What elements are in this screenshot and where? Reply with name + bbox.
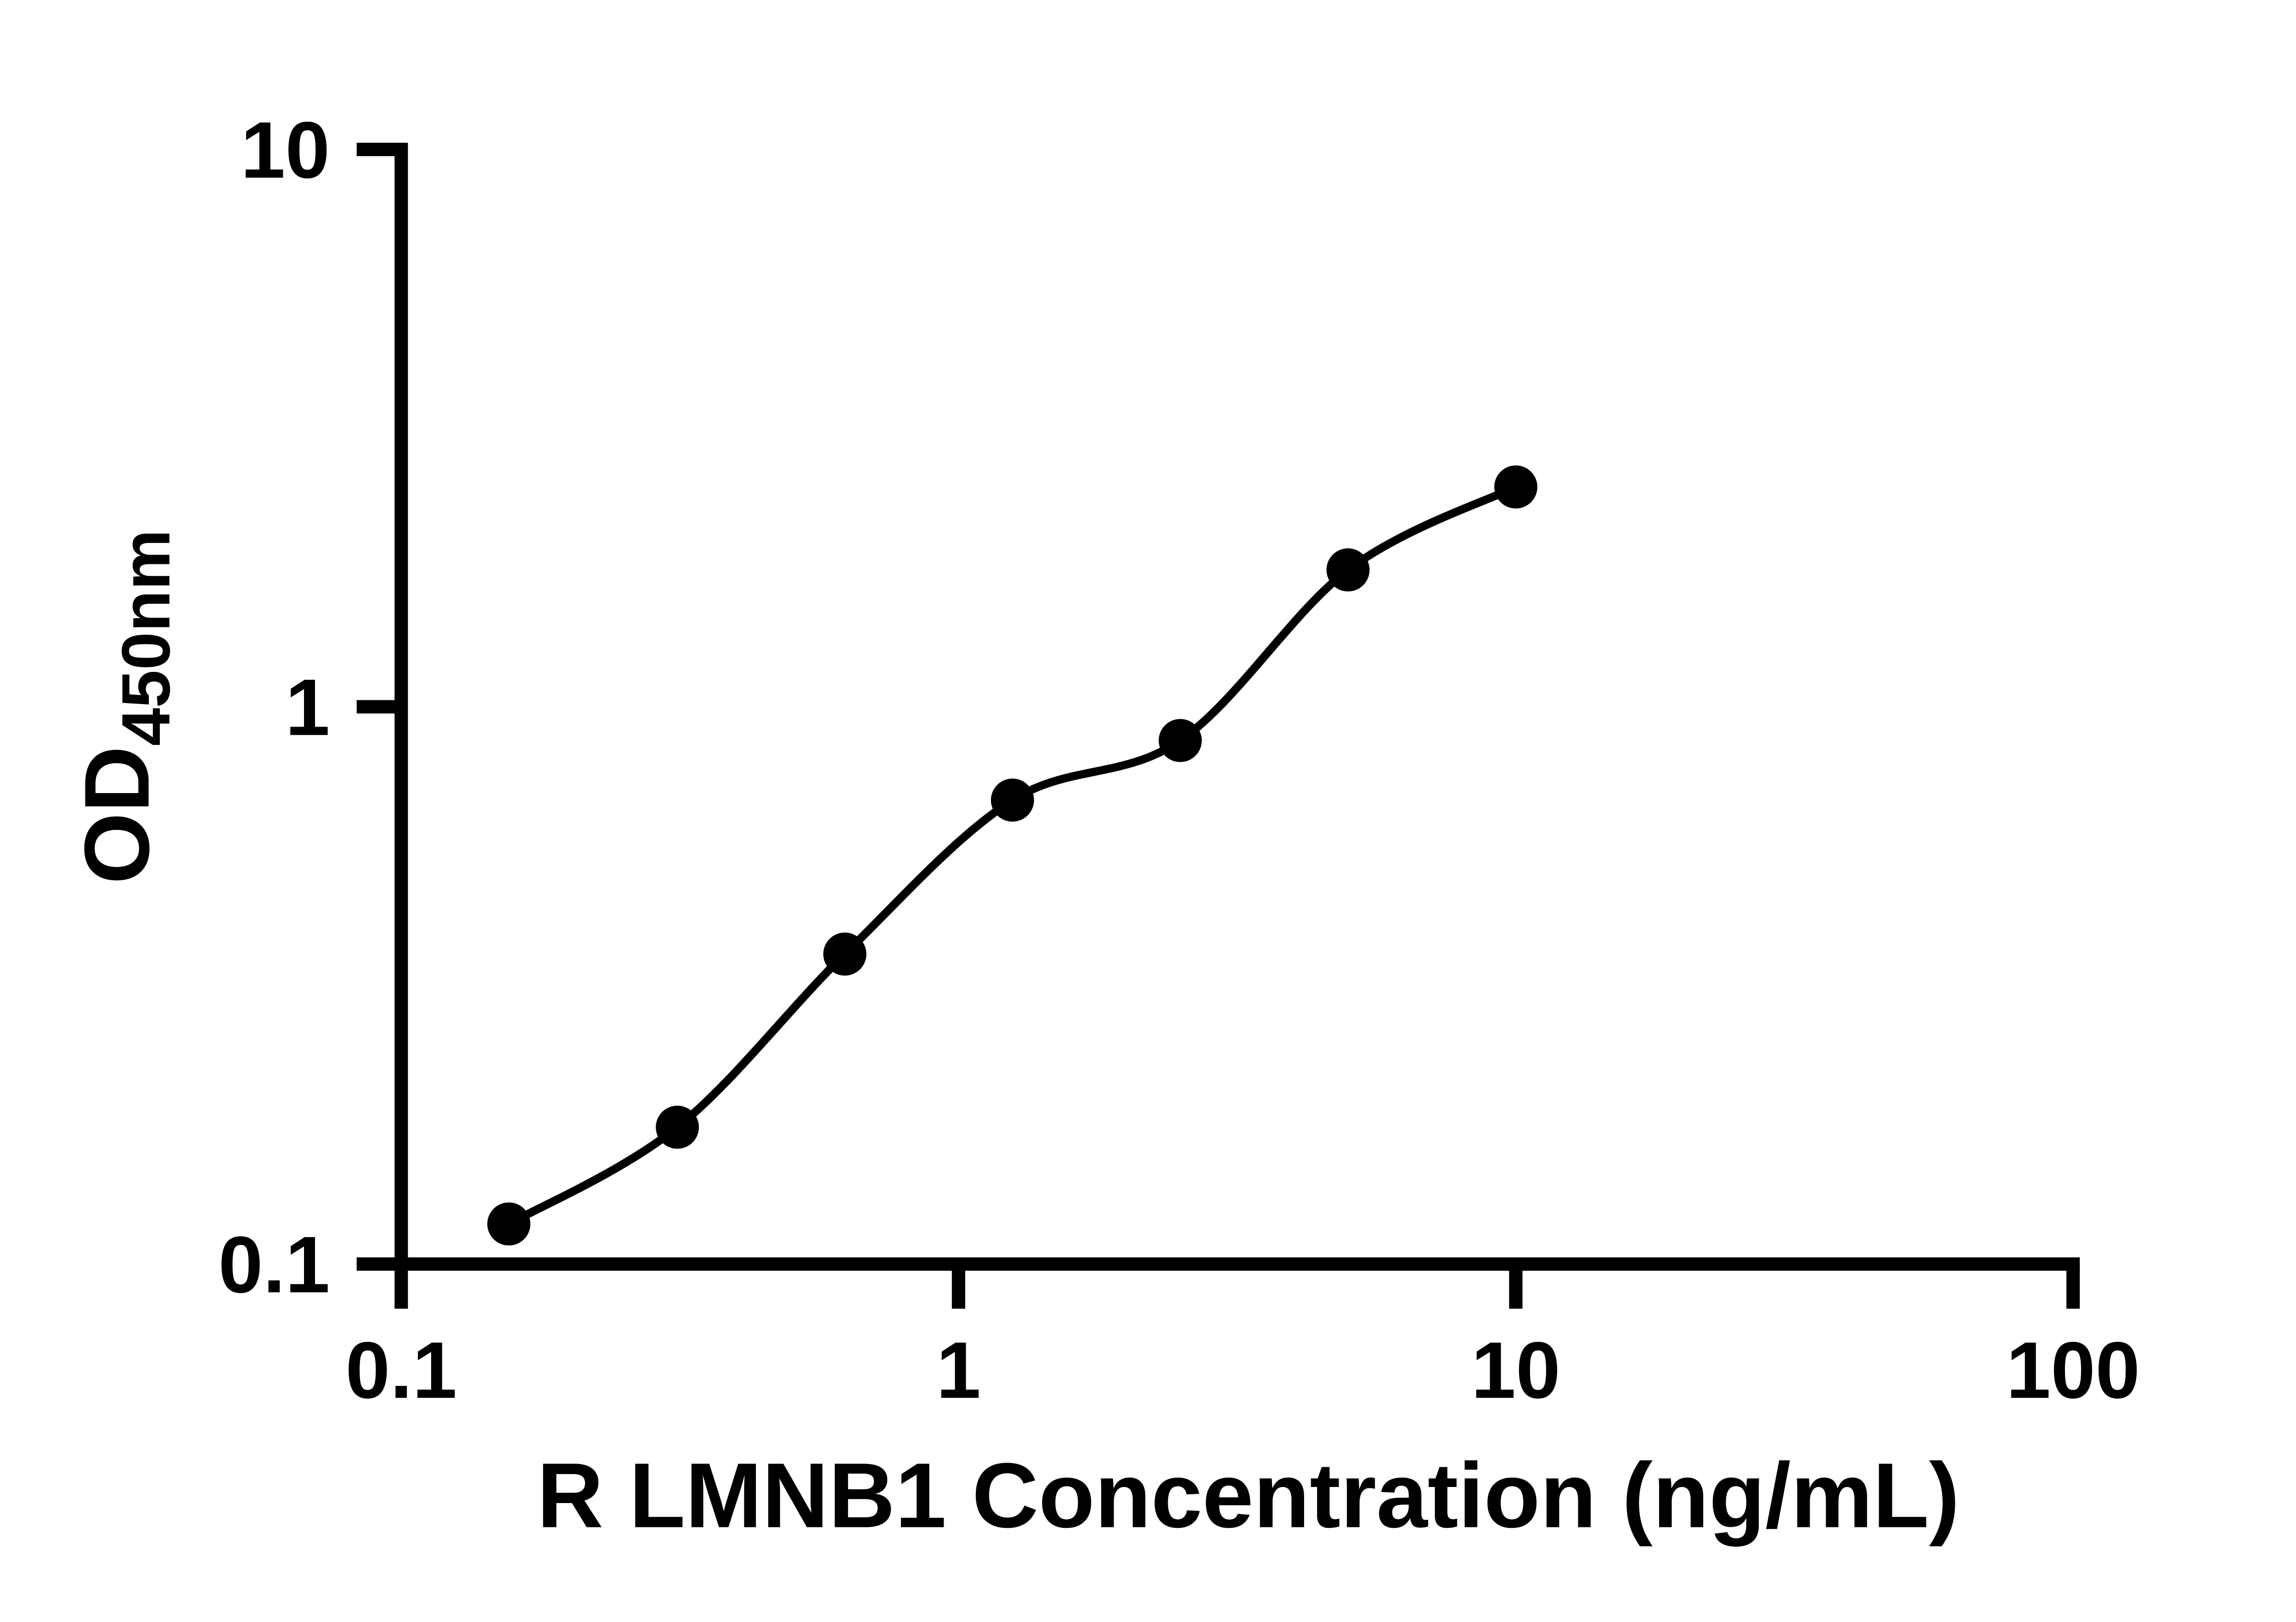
curve-group	[506, 483, 1518, 1228]
y-tick-label: 1	[285, 663, 330, 753]
ticks-group	[356, 143, 2080, 1309]
x-tick-label: 1	[936, 1326, 981, 1415]
data-point	[1494, 465, 1537, 509]
y-tick-label: 10	[241, 106, 330, 195]
axis-titles-group: R LMNB1 Concentration (ng/mL) OD450nm	[65, 529, 1960, 1547]
y-tick-label: 0.1	[219, 1221, 330, 1310]
x-axis-title: R LMNB1 Concentration (ng/mL)	[537, 1444, 1959, 1547]
axes-group	[394, 143, 2080, 1271]
data-point	[823, 933, 867, 976]
axis-spines	[394, 143, 2080, 1271]
y-axis-title-main: OD	[65, 746, 169, 884]
tick-labels-group: 0.1 1 10 100 0.1 1 10	[219, 106, 2140, 1415]
points-group	[487, 465, 1537, 1246]
y-axis-title: OD450nm	[65, 529, 184, 884]
data-point	[487, 1202, 531, 1246]
data-point	[990, 778, 1034, 822]
fit-curve	[506, 483, 1518, 1228]
x-tick-label: 10	[1471, 1326, 1560, 1415]
y-axis-title-subscript: 450nm	[107, 529, 184, 746]
chart-figure: 0.1 1 10 100 0.1 1 10 R LMNB1 Concentration (n…	[0, 8, 2296, 1614]
standard-curve-svg: 0.1 1 10 100 0.1 1 10 R LMNB1 Concentration (n…	[0, 8, 2296, 1614]
data-point	[656, 1106, 699, 1149]
x-tick-label: 0.1	[345, 1326, 457, 1415]
data-point	[1326, 548, 1370, 592]
data-point	[1159, 719, 1202, 762]
x-tick-label: 100	[2006, 1326, 2140, 1415]
